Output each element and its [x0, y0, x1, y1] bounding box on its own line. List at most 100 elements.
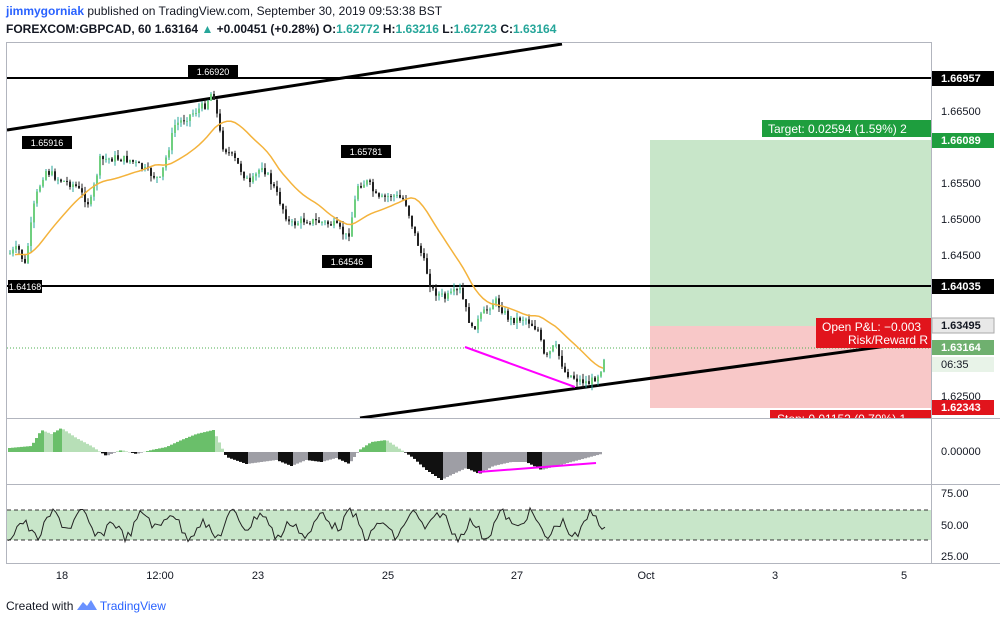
macd-bar [182, 439, 185, 452]
candle-body [603, 359, 605, 372]
macd-bar [488, 452, 491, 469]
candle-body [318, 220, 320, 223]
candle-body [543, 340, 545, 354]
price-label-2: 1.65781 [341, 145, 391, 158]
target-zone[interactable] [650, 140, 931, 326]
macd-bar [296, 452, 299, 464]
candle-body [210, 93, 212, 101]
macd-bar [386, 440, 389, 452]
candle-body [66, 180, 68, 182]
tradingview-link[interactable]: TradingView [99, 599, 166, 613]
macd-bar [398, 448, 401, 452]
macd-bar [467, 452, 470, 469]
macd-bar [134, 452, 137, 454]
macd-bar [323, 452, 326, 462]
macd-bar [596, 452, 599, 456]
candle-body [591, 377, 593, 385]
macd-bar [365, 445, 368, 452]
macd-bar [440, 452, 443, 480]
macd-bar [437, 452, 440, 478]
macd-bar [125, 451, 128, 452]
badge-resistance: 1.66957 [932, 71, 994, 86]
badge-stop: 1.62343 [932, 400, 994, 415]
stop-label: Stop: 0.01152 (0.70%) 1 [770, 410, 931, 418]
macd-bar [269, 452, 272, 461]
macd-bar [401, 450, 404, 452]
candle-body [24, 258, 26, 263]
macd-bar [206, 431, 209, 452]
candle-body [171, 132, 173, 151]
candle-body [447, 293, 449, 299]
macd-bar [89, 445, 92, 452]
macd-bar [101, 452, 104, 454]
macd-bar [167, 446, 170, 452]
macd-bar [32, 442, 35, 452]
author-link[interactable]: jimmygorniak [6, 4, 85, 18]
macd-bar [191, 435, 194, 452]
candle-body [255, 173, 257, 177]
macd-bar [119, 450, 122, 452]
macd-bar [62, 429, 65, 452]
candle-body [573, 375, 575, 379]
candle-body [315, 219, 317, 221]
candle-body [285, 209, 287, 220]
candle-body [99, 156, 101, 176]
high-value: 1.63216 [395, 22, 439, 36]
pane-separator-rsi[interactable] [6, 484, 1000, 485]
candle-body [120, 159, 122, 162]
candle-body [426, 258, 428, 274]
macd-bar [356, 452, 359, 453]
candle-body [330, 224, 332, 226]
candle-body [165, 157, 167, 168]
time-tick: 3 [772, 570, 778, 582]
candle-body [258, 169, 260, 174]
macd-bar [197, 433, 200, 452]
rsi-band [7, 510, 931, 540]
macd-bar [83, 442, 86, 452]
candle-body [222, 130, 224, 150]
candle-body [333, 220, 335, 226]
candle-body [159, 176, 161, 178]
candle-body [126, 155, 128, 163]
macd-bar [587, 452, 590, 458]
candle-body [420, 245, 422, 253]
time-tick: 23 [252, 570, 264, 582]
macd-bar [158, 448, 161, 452]
candle-body [45, 171, 47, 180]
candle-body [231, 152, 233, 154]
candle-body [78, 185, 80, 189]
candle-body [585, 381, 587, 384]
macd-bar [590, 452, 593, 457]
candle-body [417, 233, 419, 246]
pane-separator-macd[interactable] [6, 418, 1000, 419]
svg-text:1.63164: 1.63164 [941, 342, 982, 354]
macd-bar [497, 452, 500, 465]
macd-bar [209, 430, 212, 452]
candle-body [264, 168, 266, 175]
candle-body [213, 93, 215, 100]
macd-bar [110, 452, 113, 454]
candle-body [522, 319, 524, 321]
macd-divergence-line[interactable] [477, 462, 597, 473]
macd-bar [575, 452, 578, 461]
tradingview-logo-icon [76, 599, 97, 611]
close-value: 1.63164 [512, 22, 557, 36]
upper-trendline[interactable] [7, 43, 563, 132]
candle-body [87, 202, 89, 205]
candle-body [303, 218, 305, 223]
macd-bar [35, 438, 38, 452]
candle-body [456, 289, 458, 291]
macd-bar [320, 452, 323, 462]
price-divergence-line[interactable] [464, 346, 576, 388]
lower-trendline[interactable] [359, 338, 931, 418]
macd-bar [236, 452, 239, 461]
candle-body [300, 218, 302, 224]
candle-body [96, 175, 98, 185]
macd-bar [506, 452, 509, 463]
macd-bar [344, 452, 347, 463]
macd-bar [446, 452, 449, 477]
candle-body [72, 184, 74, 187]
candle-body [411, 215, 413, 227]
macd-bar [545, 452, 548, 469]
